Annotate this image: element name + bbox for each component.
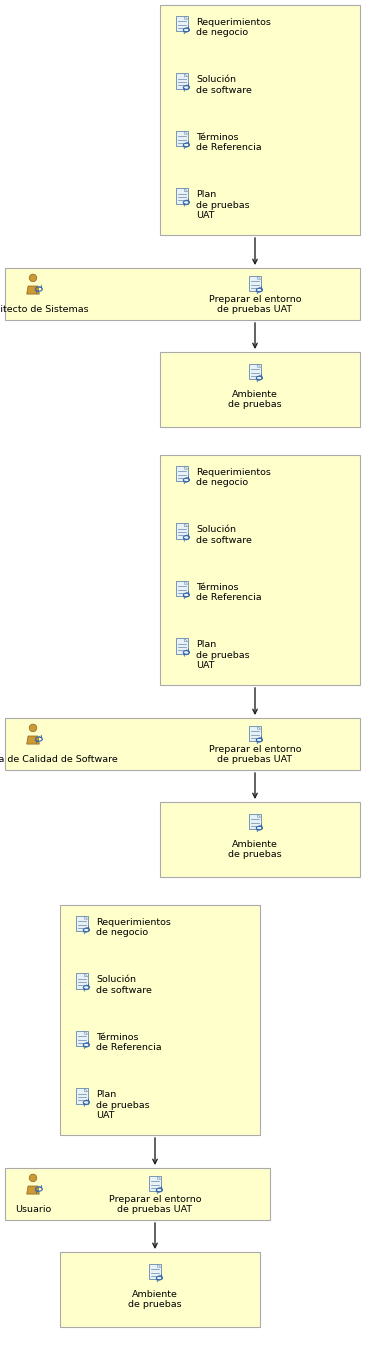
Text: Plan
de pruebas
UAT: Plan de pruebas UAT xyxy=(196,190,250,220)
Circle shape xyxy=(29,1174,37,1182)
Text: Plan
de pruebas
UAT: Plan de pruebas UAT xyxy=(96,1090,150,1120)
Bar xyxy=(60,905,260,1134)
Bar xyxy=(160,802,360,877)
Polygon shape xyxy=(184,73,188,77)
Polygon shape xyxy=(184,132,188,134)
Bar xyxy=(177,16,188,31)
Text: Ambiente
de pruebas: Ambiente de pruebas xyxy=(228,389,282,410)
Bar xyxy=(177,581,188,596)
Polygon shape xyxy=(257,726,260,729)
Bar xyxy=(76,973,88,989)
Polygon shape xyxy=(84,916,88,919)
Text: Términos
de Referencia: Términos de Referencia xyxy=(96,1033,162,1052)
Bar xyxy=(160,455,360,685)
Polygon shape xyxy=(257,814,260,817)
Bar xyxy=(177,639,188,654)
Bar xyxy=(160,351,360,427)
Text: Especialista de Calidad de Software: Especialista de Calidad de Software xyxy=(0,754,118,764)
Polygon shape xyxy=(257,275,260,280)
Text: Requerimientos
de negocio: Requerimientos de negocio xyxy=(196,468,271,487)
Bar xyxy=(160,5,360,235)
Bar xyxy=(76,916,88,931)
Bar xyxy=(177,189,188,204)
Text: Ambiente
de pruebas: Ambiente de pruebas xyxy=(228,840,282,859)
Polygon shape xyxy=(184,465,188,470)
Circle shape xyxy=(29,274,37,282)
Text: Preparar el entorno
de pruebas UAT: Preparar el entorno de pruebas UAT xyxy=(109,1194,201,1215)
Bar xyxy=(249,275,260,292)
Bar xyxy=(177,73,188,88)
Bar xyxy=(60,1253,260,1327)
Text: Preparar el entorno
de pruebas UAT: Preparar el entorno de pruebas UAT xyxy=(209,294,301,313)
Text: Plan
de pruebas
UAT: Plan de pruebas UAT xyxy=(196,641,250,670)
Text: Usuario: Usuario xyxy=(15,1205,51,1215)
Text: Solución
de software: Solución de software xyxy=(96,976,152,995)
Text: Arquitecto de Sistemas: Arquitecto de Sistemas xyxy=(0,305,88,313)
Bar xyxy=(149,1263,160,1280)
Polygon shape xyxy=(84,973,88,977)
Polygon shape xyxy=(157,1177,160,1179)
Bar xyxy=(5,1168,270,1220)
Bar xyxy=(76,1088,88,1103)
Text: Preparar el entorno
de pruebas UAT: Preparar el entorno de pruebas UAT xyxy=(209,745,301,764)
Text: Solución
de software: Solución de software xyxy=(196,75,252,95)
Polygon shape xyxy=(27,735,39,744)
Polygon shape xyxy=(84,1088,88,1091)
Polygon shape xyxy=(184,581,188,584)
Bar xyxy=(249,364,260,379)
Text: Términos
de Referencia: Términos de Referencia xyxy=(196,582,262,603)
Polygon shape xyxy=(27,1186,39,1194)
Bar xyxy=(249,726,260,741)
Text: Términos
de Referencia: Términos de Referencia xyxy=(196,133,262,152)
Bar xyxy=(76,1031,88,1046)
Text: Requerimientos
de negocio: Requerimientos de negocio xyxy=(196,18,271,37)
Bar xyxy=(249,814,260,829)
Bar xyxy=(177,132,188,147)
Circle shape xyxy=(29,725,37,731)
Polygon shape xyxy=(184,639,188,642)
Bar xyxy=(5,718,360,769)
Text: Ambiente
de pruebas: Ambiente de pruebas xyxy=(128,1291,182,1310)
Text: Solución
de software: Solución de software xyxy=(196,525,252,544)
Polygon shape xyxy=(257,364,260,368)
Bar xyxy=(5,267,360,320)
Polygon shape xyxy=(84,1031,88,1034)
Bar xyxy=(177,465,188,482)
Bar xyxy=(149,1177,160,1191)
Polygon shape xyxy=(184,16,188,19)
Polygon shape xyxy=(184,524,188,527)
Polygon shape xyxy=(27,286,39,294)
Polygon shape xyxy=(157,1263,160,1267)
Text: Requerimientos
de negocio: Requerimientos de negocio xyxy=(96,917,171,938)
Polygon shape xyxy=(184,189,188,191)
Bar xyxy=(177,524,188,539)
